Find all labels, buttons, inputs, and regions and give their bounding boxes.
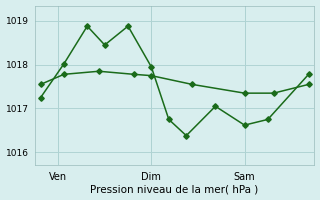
X-axis label: Pression niveau de la mer( hPa ): Pression niveau de la mer( hPa ) [91,184,259,194]
